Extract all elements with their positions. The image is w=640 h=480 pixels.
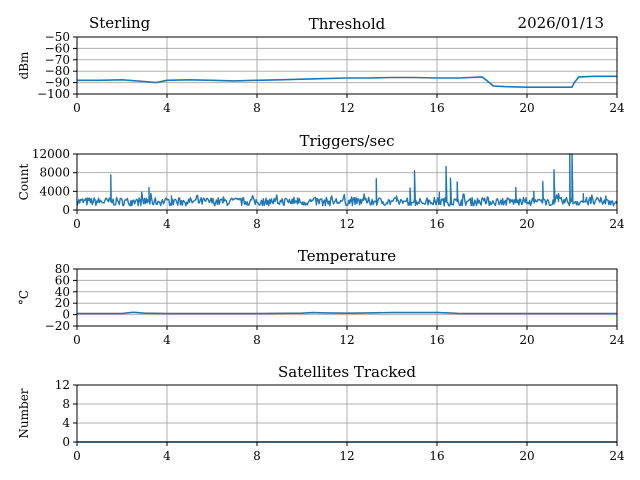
threshold-ylabel: dBm (17, 51, 31, 80)
satellites-xtick-label: 4 (163, 449, 171, 463)
temperature-xtick-label: 16 (429, 333, 444, 347)
triggers-xtick-label: 24 (609, 217, 625, 231)
satellites-xtick-label: 12 (339, 449, 354, 463)
triggers-ytick-label: 4000 (39, 184, 70, 198)
satellites-xtick-label: 0 (73, 449, 81, 463)
satellites-title: Satellites Tracked (278, 363, 416, 381)
threshold-ytick-label: −80 (45, 64, 70, 78)
satellites-ytick-label: 0 (62, 435, 70, 449)
threshold-ytick-label: −60 (45, 41, 70, 55)
temperature-ylabel: °C (17, 290, 31, 305)
satellites-ytick-label: 12 (55, 378, 70, 392)
temperature-xtick-label: 20 (519, 333, 534, 347)
satellites-xtick-label: 8 (253, 449, 261, 463)
temperature-xtick-label: 8 (253, 333, 261, 347)
temperature-title: Temperature (298, 247, 396, 265)
triggers-ylabel: Count (17, 163, 31, 200)
threshold-xtick-label: 24 (609, 101, 625, 115)
satellites-xtick-label: 20 (519, 449, 534, 463)
triggers-xtick-label: 8 (253, 217, 261, 231)
triggers-ytick-label: 12000 (32, 147, 70, 161)
threshold-title: Threshold (309, 15, 386, 33)
triggers-xtick-label: 20 (519, 217, 534, 231)
temperature-ytick-label: −20 (45, 319, 70, 333)
threshold-ytick-label: −90 (45, 76, 70, 90)
threshold-ytick-label: −50 (45, 30, 70, 44)
date-label: 2026/01/13 (518, 14, 604, 32)
threshold-xtick-label: 0 (73, 101, 81, 115)
threshold-series-line (77, 75, 617, 88)
panel-satellites: 0 4 8 12 16 20 24 0 4 8 12 Satellites Tracked Number (17, 363, 625, 463)
threshold-xtick-label: 20 (519, 101, 534, 115)
triggers-title: Triggers/sec (300, 132, 395, 150)
triggers-xtick-label: 4 (163, 217, 171, 231)
threshold-ytick-label: −100 (37, 87, 70, 101)
satellites-xtick-label: 24 (609, 449, 625, 463)
temperature-xtick-label: 0 (73, 333, 81, 347)
triggers-ytick-label: 0 (62, 203, 70, 217)
temperature-ytick-label: 40 (55, 285, 70, 299)
temperature-ytick-label: 80 (55, 262, 70, 276)
threshold-ytick-label: −70 (45, 53, 70, 67)
temperature-ytick-label: 0 (62, 308, 70, 322)
temperature-xtick-label: 12 (339, 333, 354, 347)
panels: 0 4 8 12 16 20 24 −100−90−80−70−60−50 Threshold d… (17, 15, 625, 463)
satellites-ytick-label: 4 (62, 416, 70, 430)
temperature-xtick-label: 4 (163, 333, 171, 347)
triggers-xtick-label: 0 (73, 217, 81, 231)
temperature-xtick-label: 24 (609, 333, 625, 347)
threshold-xtick-label: 8 (253, 101, 261, 115)
triggers-xtick-label: 12 (339, 217, 354, 231)
temperature-ytick-label: 20 (55, 296, 70, 310)
temperature-ytick-label: 60 (55, 273, 70, 287)
satellites-xtick-label: 16 (429, 449, 444, 463)
triggers-series-line (76, 153, 618, 207)
threshold-xtick-label: 16 (429, 101, 444, 115)
panel-triggers: 0 4 8 12 16 20 24 0 4000 8000 12000 Triggers/sec Cou… (17, 132, 625, 231)
station-label: Sterling (89, 14, 151, 32)
triggers-ytick-label: 8000 (39, 166, 70, 180)
threshold-xtick-label: 12 (339, 101, 354, 115)
triggers-xtick-label: 16 (429, 217, 444, 231)
threshold-xtick-label: 4 (163, 101, 171, 115)
satellites-ylabel: Number (17, 388, 31, 438)
panel-threshold: 0 4 8 12 16 20 24 −100−90−80−70−60−50 Threshold d… (17, 15, 625, 115)
temperature-series-line (77, 311, 617, 315)
satellites-ytick-label: 8 (62, 397, 70, 411)
